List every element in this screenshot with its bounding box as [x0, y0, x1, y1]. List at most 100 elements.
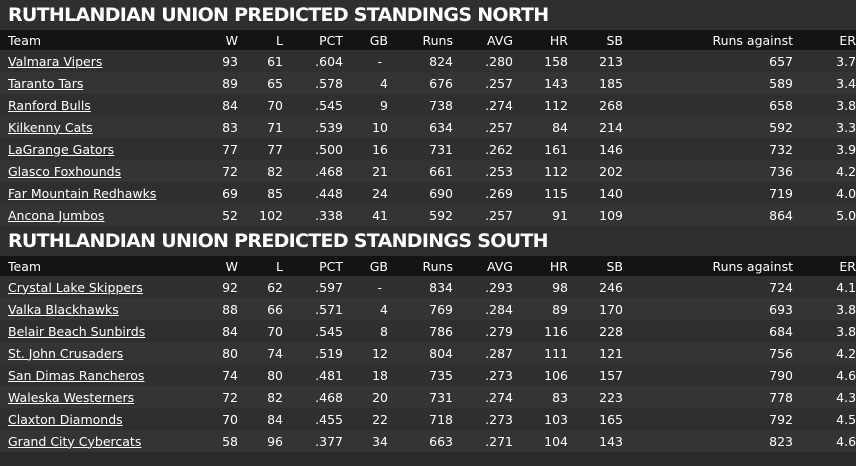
runs-against-cell: 864 — [623, 204, 793, 226]
pct-cell-value: .468 — [315, 389, 343, 405]
era-cell-value: 3.30 — [836, 119, 856, 135]
team-link[interactable]: Ancona Jumbos — [8, 207, 105, 223]
pct-cell: .377 — [283, 430, 343, 452]
sb-cell: 121 — [568, 342, 623, 364]
runs-against-cell: 736 — [623, 160, 793, 182]
era-cell: 4.11 — [793, 276, 856, 298]
team-link[interactable]: Waleska Westerners — [8, 389, 135, 405]
team-cell: St. John Crusaders — [0, 342, 198, 364]
column-header-avg: AVG — [487, 32, 513, 48]
team-link[interactable]: Valka Blackhawks — [8, 301, 119, 317]
hr-cell: 103 — [513, 408, 568, 430]
team-cell: Kilkenny Cats — [0, 116, 198, 138]
losses-cell-value: 82 — [267, 163, 283, 179]
team-link[interactable]: LaGrange Gators — [8, 141, 115, 157]
avg-cell-value: .280 — [485, 53, 513, 69]
team-cell: Taranto Tars — [0, 72, 198, 94]
wins-cell: 74 — [198, 364, 238, 386]
pct-cell: .597 — [283, 276, 343, 298]
games-behind-cell-value: 20 — [372, 389, 388, 405]
games-behind-cell-value: 21 — [372, 163, 388, 179]
south-standings-body: Crystal Lake Skippers 92 62.597-834.293 98 2… — [0, 276, 856, 452]
wins-cell: 58 — [198, 430, 238, 452]
wins-cell-value: 84 — [222, 97, 238, 113]
team-link[interactable]: Belair Beach Sunbirds — [8, 323, 146, 339]
hr-cell-value: 104 — [544, 433, 568, 449]
era-cell: 4.56 — [793, 408, 856, 430]
team-cell: Ancona Jumbos — [0, 204, 198, 226]
hr-cell-value: 112 — [544, 97, 568, 113]
runs-cell-value: 824 — [429, 53, 453, 69]
games-behind-cell-value: 24 — [372, 185, 388, 201]
hr-cell-value: 116 — [544, 323, 568, 339]
runs-against-cell-value: 684 — [769, 323, 793, 339]
avg-cell-value: .271 — [485, 433, 513, 449]
losses-cell-value: 77 — [267, 141, 283, 157]
team-link[interactable]: Kilkenny Cats — [8, 119, 93, 135]
team-link[interactable]: Claxton Diamonds — [8, 411, 123, 427]
pct-cell-value: .500 — [315, 141, 343, 157]
south-standings-table: Team W L PCT GB Runs AVG HR SB Runs agai… — [0, 256, 856, 452]
runs-against-cell: 658 — [623, 94, 793, 116]
wins-cell-value: 80 — [222, 345, 238, 361]
era-cell: 3.72 — [793, 50, 856, 72]
losses-cell-value: 62 — [267, 279, 283, 295]
sb-cell-value: 165 — [599, 411, 623, 427]
runs-against-cell-value: 592 — [769, 119, 793, 135]
games-behind-cell: 16 — [343, 138, 388, 160]
runs-against-cell: 592 — [623, 116, 793, 138]
team-link[interactable]: Far Mountain Redhawks — [8, 185, 157, 201]
sb-cell-value: 213 — [599, 53, 623, 69]
team-link[interactable]: San Dimas Rancheros — [8, 367, 145, 383]
pct-cell-value: .468 — [315, 163, 343, 179]
era-cell: 4.06 — [793, 182, 856, 204]
column-header-runs-against: Runs against — [712, 32, 793, 48]
team-link[interactable]: Valmara Vipers — [8, 53, 103, 69]
runs-cell: 634 — [388, 116, 453, 138]
wins-cell-value: 69 — [222, 185, 238, 201]
team-link[interactable]: Taranto Tars — [8, 75, 84, 91]
runs-against-cell: 693 — [623, 298, 793, 320]
games-behind-cell: 21 — [343, 160, 388, 182]
wins-cell: 92 — [198, 276, 238, 298]
runs-cell-value: 676 — [429, 75, 453, 91]
runs-against-cell-value: 756 — [769, 345, 793, 361]
team-cell: Belair Beach Sunbirds — [0, 320, 198, 342]
wins-cell-value: 58 — [222, 433, 238, 449]
games-behind-cell: 4 — [343, 72, 388, 94]
table-row: Kilkenny Cats 83 71 .539 10 634 .257 84 214 592 3.… — [0, 116, 856, 138]
hr-cell: 104 — [513, 430, 568, 452]
losses-cell: 65 — [238, 72, 283, 94]
runs-against-cell-value: 658 — [769, 97, 793, 113]
standings-page: RUTHLANDIAN UNION PREDICTED STANDINGS NO… — [0, 4, 856, 452]
avg-cell-value: .257 — [485, 119, 513, 135]
era-cell: 3.81 — [793, 320, 856, 342]
runs-against-cell: 756 — [623, 342, 793, 364]
avg-cell: .257 — [453, 72, 513, 94]
team-link[interactable]: Crystal Lake Skippers — [8, 279, 143, 295]
team-link[interactable]: Grand City Cybercats — [8, 433, 142, 449]
games-behind-cell-value: 12 — [372, 345, 388, 361]
hr-cell-value: 143 — [544, 75, 568, 91]
wins-cell-value: 83 — [222, 119, 238, 135]
runs-cell: 731 — [388, 138, 453, 160]
wins-cell-value: 84 — [222, 323, 238, 339]
sb-cell-value: 214 — [599, 119, 623, 135]
team-link[interactable]: St. John Crusaders — [8, 345, 124, 361]
games-behind-cell: 24 — [343, 182, 388, 204]
runs-cell: 661 — [388, 160, 453, 182]
losses-cell-value: 80 — [267, 367, 283, 383]
era-cell-value: 4.29 — [836, 345, 856, 361]
losses-cell: 62 — [238, 276, 283, 298]
sb-cell: 165 — [568, 408, 623, 430]
runs-cell: 663 — [388, 430, 453, 452]
team-cell: Glasco Foxhounds — [0, 160, 198, 182]
team-link[interactable]: Glasco Foxhounds — [8, 163, 122, 179]
team-link[interactable]: Ranford Bulls — [8, 97, 91, 113]
era-cell-value: 3.85 — [836, 301, 856, 317]
table-row: San Dimas Rancheros 74 80 .481 18 735 .273 106 1… — [0, 364, 856, 386]
table-row: Ranford Bulls 84 70 .545 9 738 .274 112 268 658 3.… — [0, 94, 856, 116]
south-standings-title: RUTHLANDIAN UNION PREDICTED STANDINGS SO… — [0, 226, 856, 256]
wins-cell: 88 — [198, 298, 238, 320]
losses-cell-value: 74 — [267, 345, 283, 361]
